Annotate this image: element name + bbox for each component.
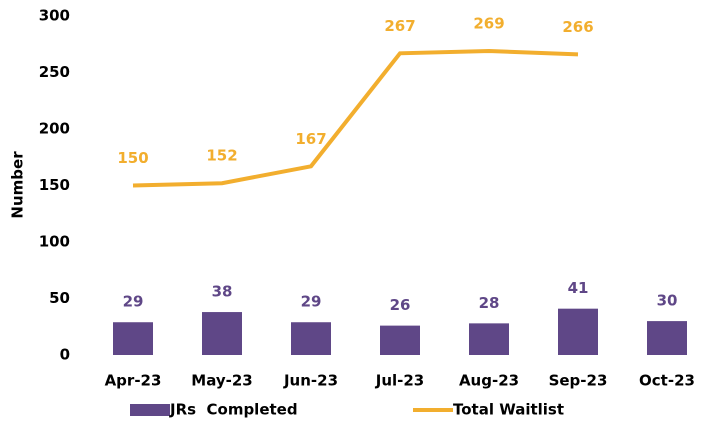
x-tick-label: Jul-23 bbox=[375, 372, 425, 390]
legend-label: JRs Completed bbox=[169, 401, 298, 419]
y-tick-label: 150 bbox=[39, 176, 70, 194]
x-tick-label: Sep-23 bbox=[549, 372, 608, 390]
data-label: 269 bbox=[473, 15, 504, 33]
data-label: 26 bbox=[390, 296, 411, 314]
data-label: 29 bbox=[301, 293, 322, 311]
bar bbox=[469, 323, 509, 355]
x-tick-label: Jun-23 bbox=[283, 372, 338, 390]
bar bbox=[291, 322, 331, 355]
data-label: 266 bbox=[562, 18, 593, 36]
data-label: 30 bbox=[657, 292, 678, 310]
bar bbox=[380, 325, 420, 355]
y-tick-label: 0 bbox=[60, 346, 70, 364]
x-tick-label: Aug-23 bbox=[459, 372, 519, 390]
bar bbox=[113, 322, 153, 355]
x-tick-label: May-23 bbox=[191, 372, 252, 390]
y-tick-label: 250 bbox=[39, 63, 70, 81]
data-label: 152 bbox=[206, 147, 237, 165]
x-tick-label: Oct-23 bbox=[639, 372, 695, 390]
legend-swatch bbox=[130, 404, 170, 416]
data-label: 28 bbox=[479, 294, 500, 312]
data-label: 38 bbox=[212, 283, 233, 301]
data-label: 41 bbox=[568, 279, 589, 297]
y-tick-label: 100 bbox=[39, 233, 70, 251]
line bbox=[132, 49, 579, 188]
data-label: 150 bbox=[117, 149, 148, 167]
y-axis-label: Number bbox=[9, 151, 27, 219]
data-label: 267 bbox=[384, 17, 415, 35]
data-label: 167 bbox=[295, 130, 326, 148]
bar bbox=[202, 312, 242, 355]
bar bbox=[558, 308, 598, 355]
x-tick-label: Apr-23 bbox=[105, 372, 162, 390]
y-tick-label: 300 bbox=[39, 7, 70, 25]
y-tick-label: 50 bbox=[49, 289, 70, 307]
bar bbox=[647, 321, 687, 355]
y-tick-label: 200 bbox=[39, 120, 70, 138]
data-label: 29 bbox=[123, 293, 144, 311]
legend-label: Total Waitlist bbox=[453, 401, 564, 419]
